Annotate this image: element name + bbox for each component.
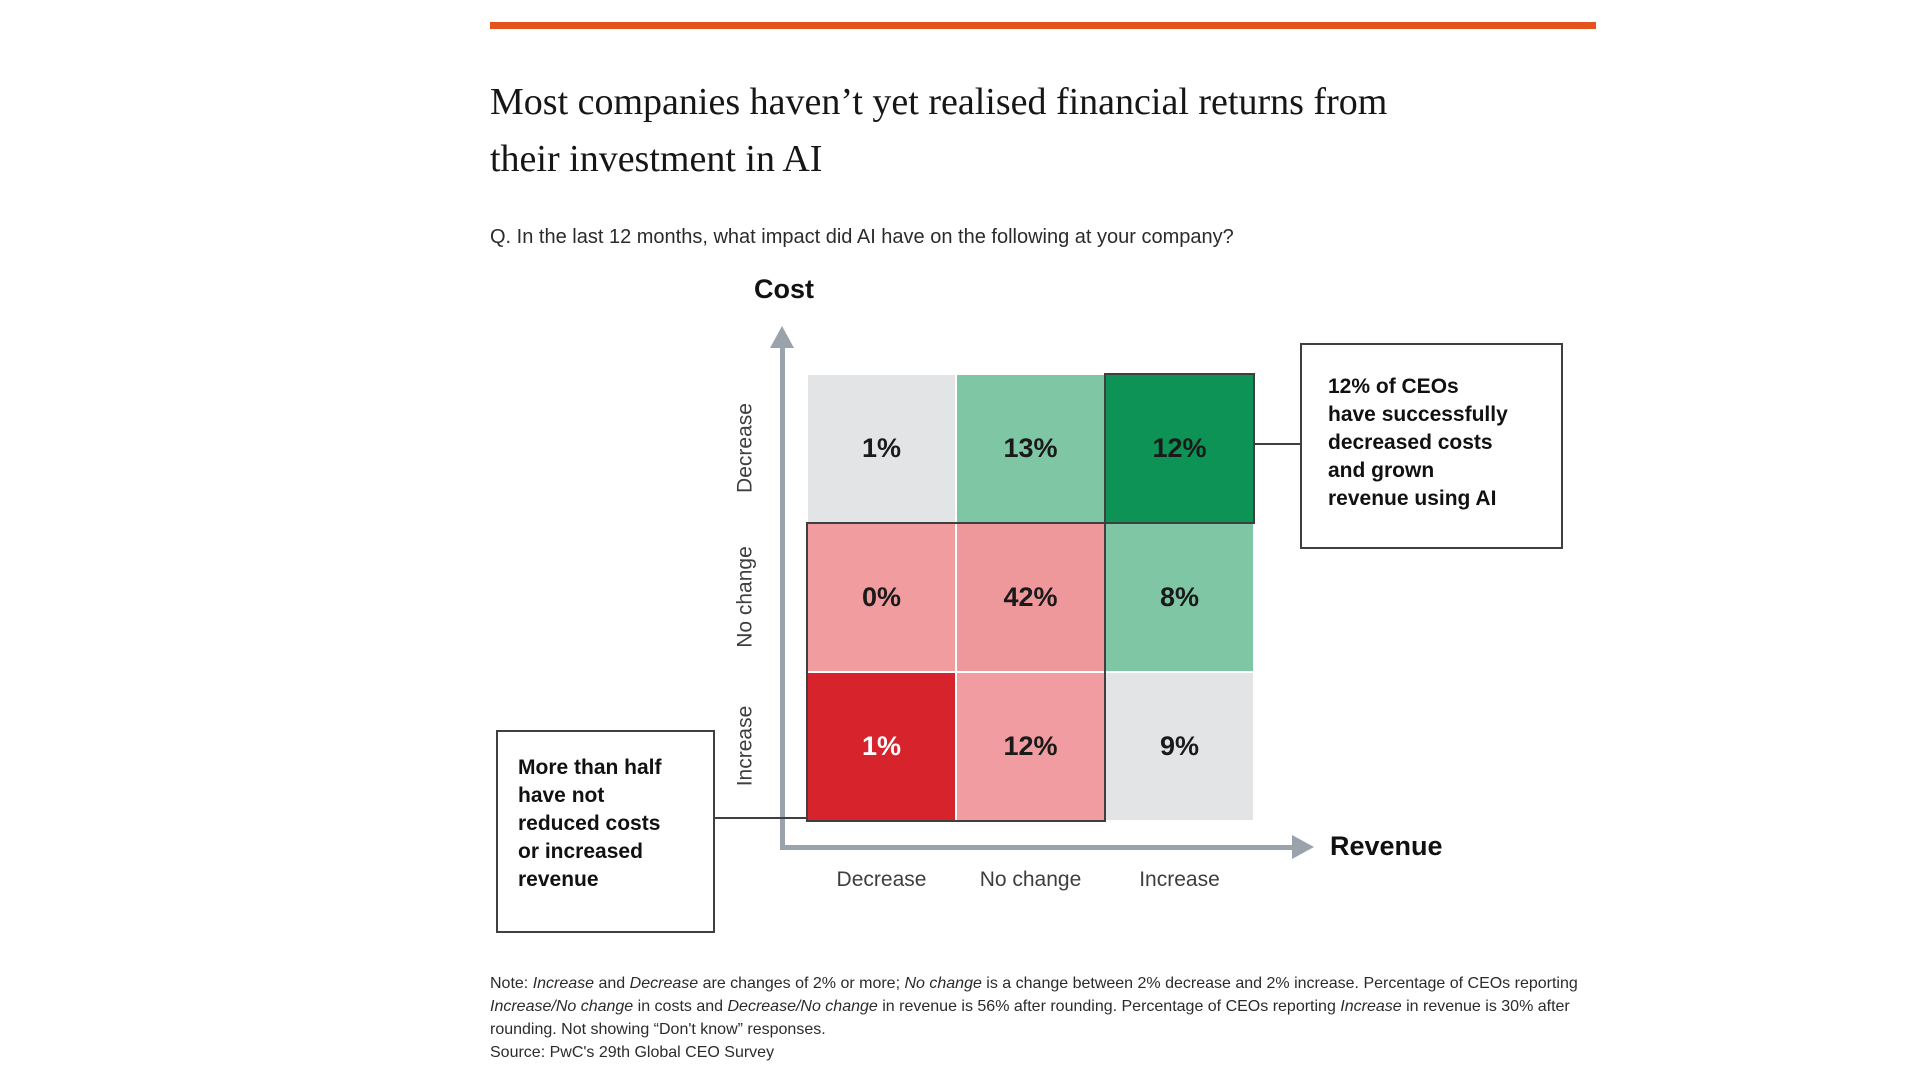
note-line: rounding. Not showing “Don't know” respo…: [490, 1021, 826, 1038]
callout-line: 12% of CEOs: [1328, 375, 1459, 398]
callout-line: revenue using AI: [1328, 487, 1497, 510]
note-line: Increase/No change in costs and Decrease…: [490, 998, 1570, 1015]
note: Note: Increase and Decrease are changes …: [490, 972, 1650, 1064]
matrix-cell: 0%: [808, 524, 955, 671]
matrix-grid: 1% 13% 12% 0% 42% 8% 1% 12% 9%: [808, 375, 1253, 820]
chart-title-line-2: their investment in AI: [490, 138, 823, 180]
cost-axis-arrowhead-icon: [770, 326, 794, 348]
revenue-axis-arrowhead-icon: [1292, 835, 1314, 859]
y-tick-no-change: No change: [733, 546, 757, 648]
callout-line: have successfully: [1328, 403, 1508, 426]
matrix-cell: 12%: [957, 673, 1104, 820]
matrix-cell: 42%: [957, 524, 1104, 671]
chart-title: Most companies haven’t yet realised fina…: [490, 74, 1387, 188]
x-tick-increase: Increase: [1139, 868, 1220, 891]
note-line: Note: Increase and Decrease are changes …: [490, 975, 1578, 992]
right-callout: 12% of CEOs have successfully decreased co…: [1300, 343, 1563, 549]
callout-line: More than half: [518, 756, 662, 779]
callout-line: revenue: [518, 868, 599, 891]
chart-title-line-1: Most companies haven’t yet realised fina…: [490, 81, 1388, 123]
callout-line: reduced costs: [518, 812, 661, 835]
callout-line: decreased costs: [1328, 431, 1493, 454]
matrix-cell: 8%: [1106, 524, 1253, 671]
matrix-cell: 9%: [1106, 673, 1253, 820]
matrix-cell: 1%: [808, 673, 955, 820]
accent-rule: [490, 22, 1596, 29]
y-tick-decrease: Decrease: [733, 403, 757, 493]
note-line: Source: PwC's 29th Global CEO Survey: [490, 1044, 775, 1061]
matrix-cell: 1%: [808, 375, 955, 522]
x-tick-no-change: No change: [979, 868, 1082, 891]
matrix-cell: 13%: [957, 375, 1104, 522]
y-tick-increase: Increase: [733, 705, 757, 787]
x-tick-decrease: Decrease: [836, 868, 927, 891]
x-axis-title: Revenue: [1330, 831, 1443, 861]
callout-line: have not: [518, 784, 605, 807]
right-callout-connector: [1253, 443, 1300, 445]
callout-line: or increased: [518, 840, 643, 863]
cost-axis-line: [780, 346, 785, 850]
callout-line: and grown: [1328, 459, 1435, 482]
left-callout: More than half have not reduced costs or in…: [496, 730, 715, 933]
y-axis-title: Cost: [754, 274, 814, 304]
matrix-cell: 12%: [1106, 375, 1253, 522]
survey-question: Q. In the last 12 months, what impact di…: [490, 226, 1234, 248]
revenue-axis-line: [780, 845, 1292, 850]
left-callout-connector: [715, 817, 808, 819]
